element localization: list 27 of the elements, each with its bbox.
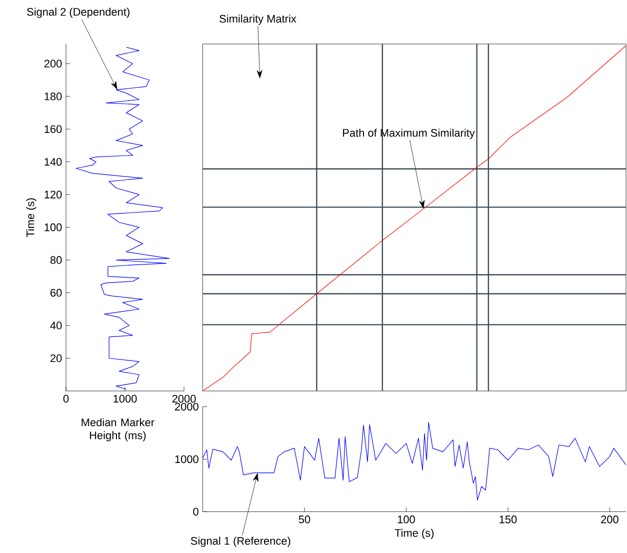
- y-tick-label: 140: [44, 158, 62, 166]
- y-tick-label: 1000: [175, 455, 198, 464]
- x-tick-label: 150: [500, 516, 517, 524]
- y-tick-label: 200: [44, 60, 62, 68]
- y-tick-label: 100: [44, 223, 62, 232]
- y-tick-label: 80: [50, 256, 62, 264]
- annotation: Signal 1 (Reference): [190, 536, 290, 547]
- y-tick-label: 2000: [175, 402, 198, 411]
- y-tick-label: 20: [50, 354, 62, 362]
- y-tick-label: 180: [44, 92, 62, 100]
- y-tick-label: 40: [50, 322, 62, 330]
- y-tick-label: 160: [44, 125, 62, 133]
- x-tick-label: 1000: [114, 394, 137, 403]
- x-tick-label: 100: [398, 516, 415, 524]
- y-tick-label: 120: [44, 190, 62, 198]
- x-tick-label: 200: [601, 516, 618, 524]
- x-tick-label: 50: [298, 516, 310, 524]
- text: Similarity Matrix: [220, 14, 296, 25]
- x-axis-title: Time (s): [394, 528, 434, 540]
- y-tick-label: 60: [50, 288, 62, 297]
- y-axis-title: Time (s): [26, 198, 36, 238]
- x-tick-label: 0: [63, 394, 69, 403]
- y-tick-label: 0: [193, 508, 198, 516]
- annotation: Signal 2 (Dependent): [27, 8, 130, 18]
- y-axis-title: Median Marker Height (ms): [82, 418, 154, 442]
- line-series: [76, 46, 170, 390]
- line-series: [202, 422, 626, 500]
